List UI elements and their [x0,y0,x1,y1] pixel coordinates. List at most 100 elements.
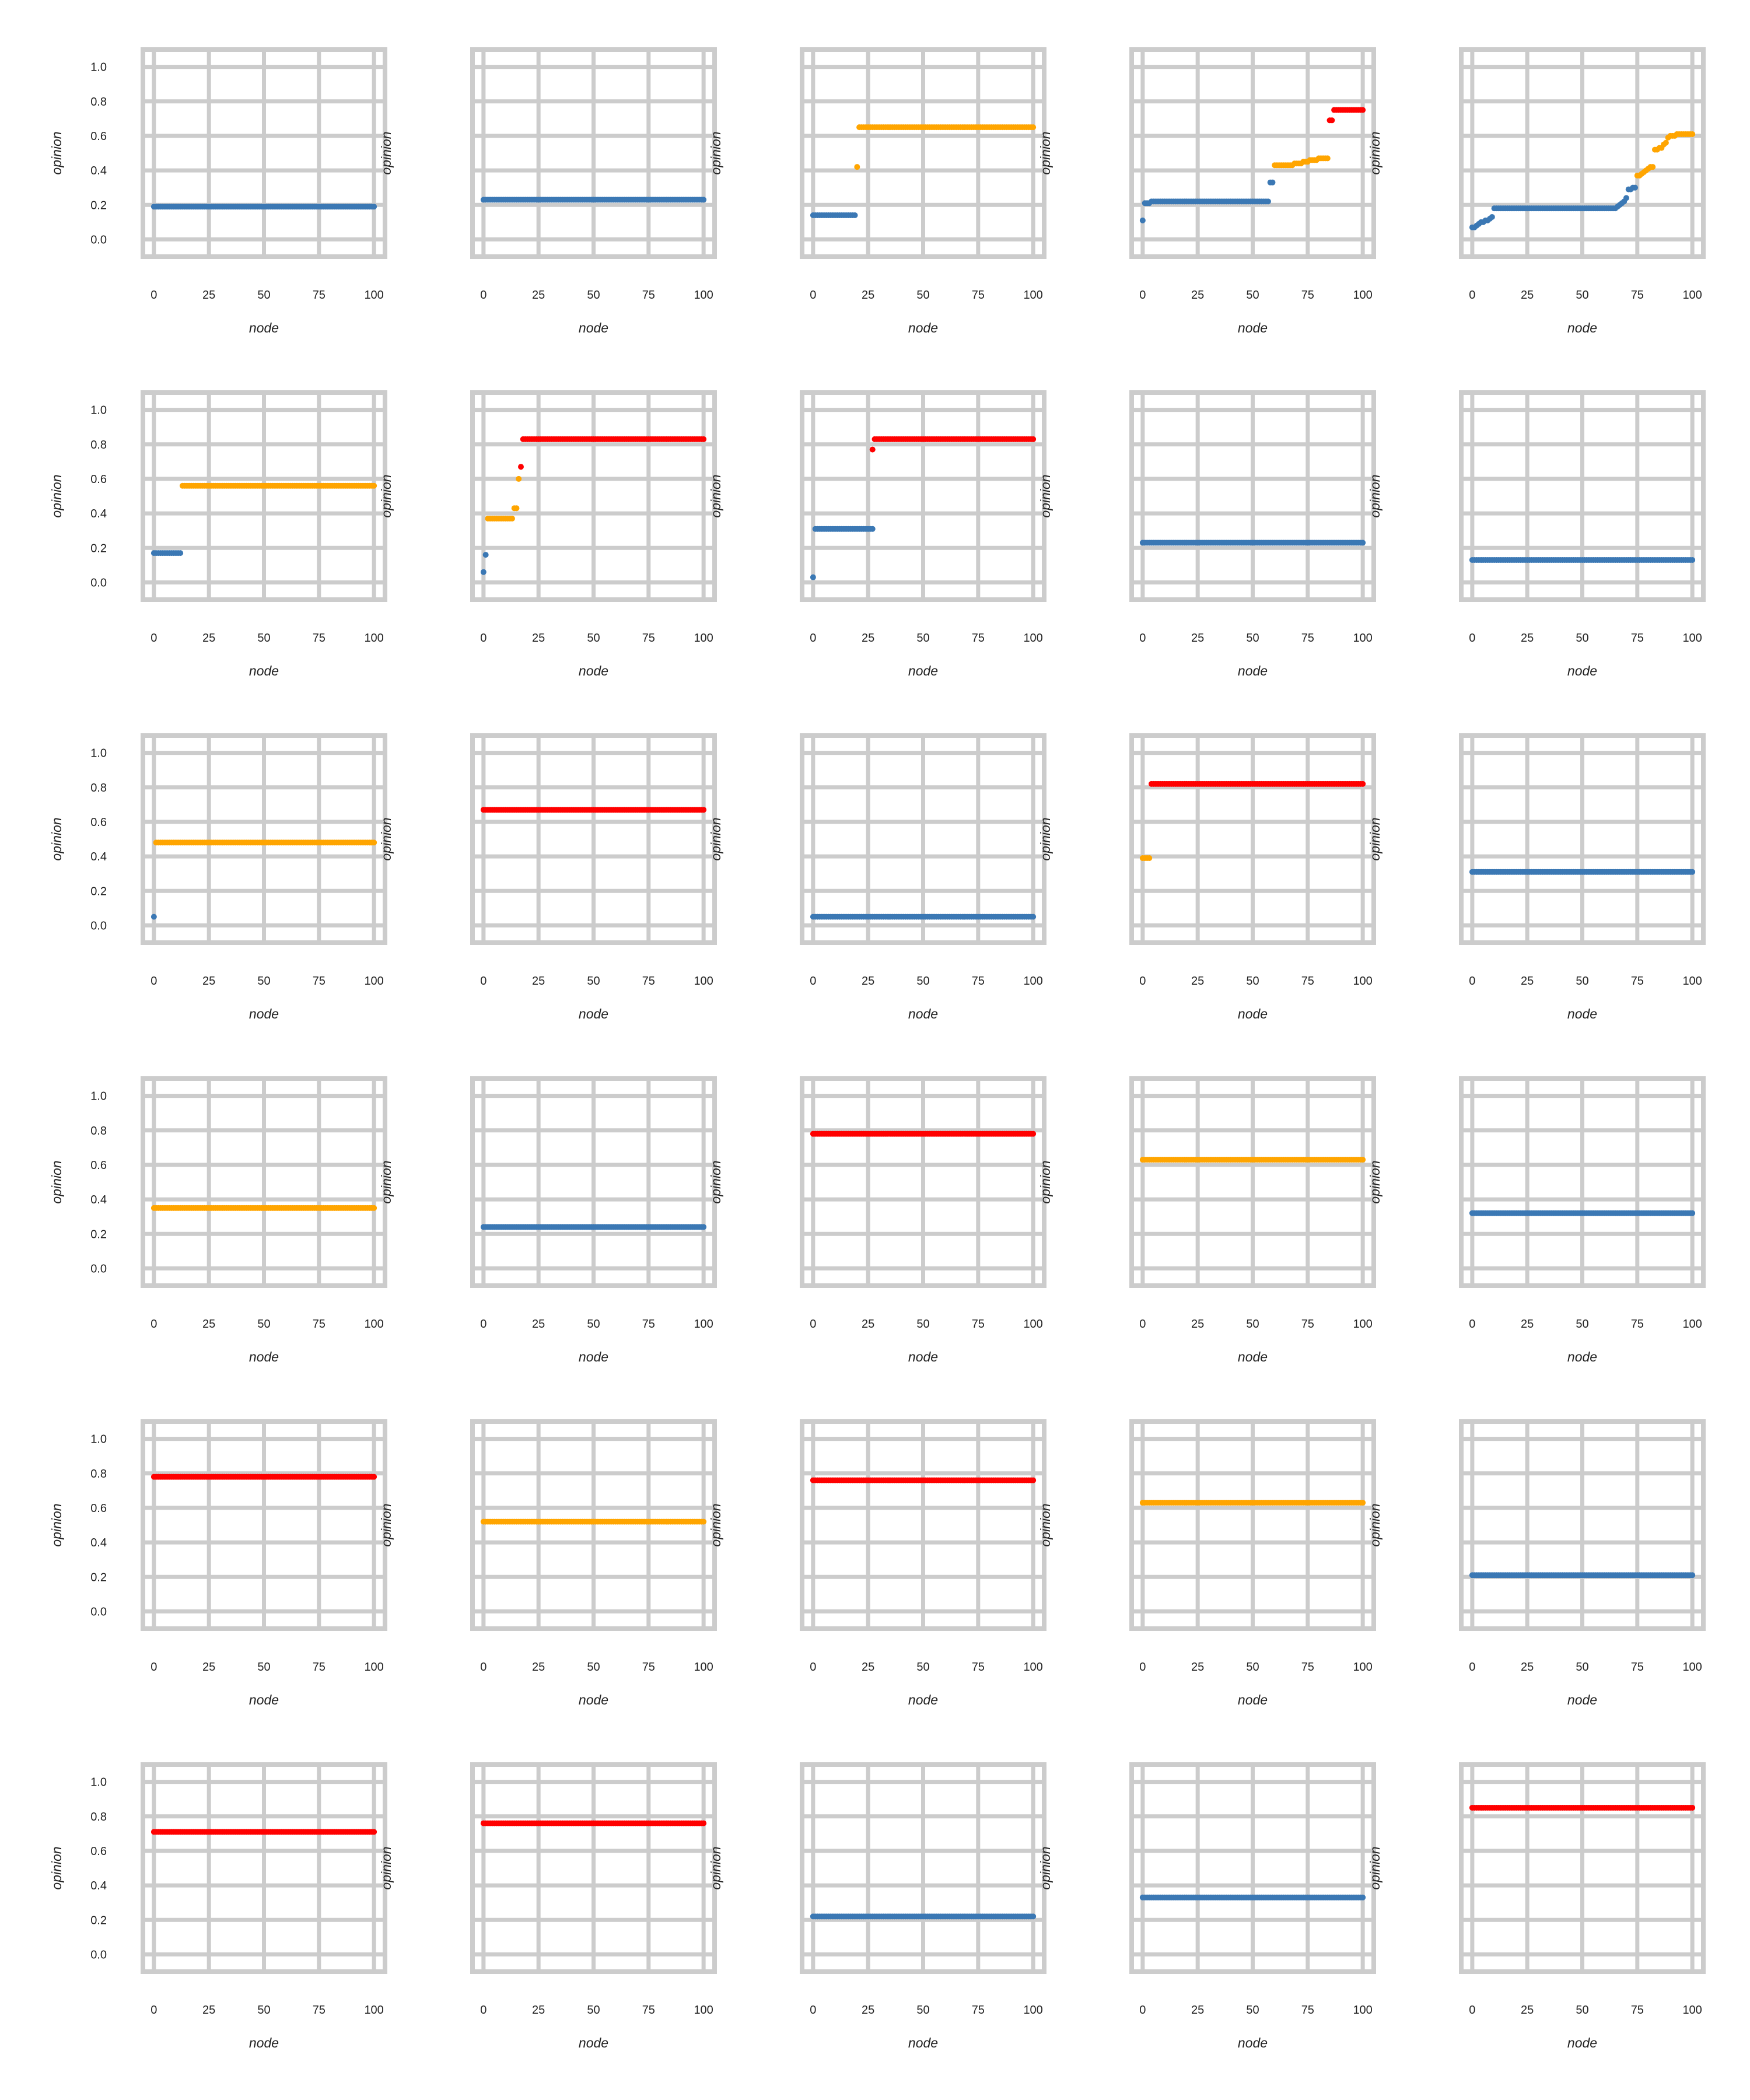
x-tick-label: 0 [810,2004,816,2017]
x-tick-label: 75 [1631,632,1644,645]
y-axis-label: opinion [1038,1846,1053,1889]
y-tick-label: 0.4 [90,850,107,863]
x-tick-label: 0 [480,1661,487,1674]
data-point [701,1224,707,1230]
x-axis-label: node [249,1006,279,1021]
x-tick-label: 50 [1576,289,1588,302]
data-point [1360,1157,1366,1163]
subplot-r5-c2: 0 25 50 75 100 node opinion [379,1419,717,1707]
y-tick-label: 1.0 [90,1090,107,1103]
x-tick-label: 100 [1682,975,1702,988]
y-tick-label: 0.2 [90,1914,107,1927]
data-point [1689,131,1696,137]
x-tick-label: 0 [480,1318,487,1331]
x-tick-label: 25 [862,1318,874,1331]
y-tick-label: 0.0 [90,233,107,246]
x-tick-label: 50 [1576,2004,1588,2017]
x-axis-label: node [908,2035,938,2050]
x-tick-label: 75 [1631,289,1644,302]
x-tick-label: 0 [1469,2004,1475,2017]
x-tick-label: 25 [862,289,874,302]
x-axis-label: node [908,1006,938,1021]
x-axis-label: node [1567,663,1597,678]
y-tick-label: 0.6 [90,816,107,829]
x-tick-label: 100 [1353,289,1372,302]
data-point [1650,164,1656,170]
x-tick-label: 0 [1139,632,1146,645]
data-point [869,526,876,532]
data-point [1360,780,1366,787]
y-axis-label: opinion [49,1503,64,1546]
y-tick-label: 0.8 [90,96,107,108]
x-tick-label: 25 [202,2004,215,2017]
x-tick-label: 50 [1246,1318,1259,1331]
y-tick-label: 0.4 [90,1536,107,1549]
x-tick-label: 25 [532,1318,545,1331]
x-tick-label: 25 [532,2004,545,2017]
x-axis-label: node [579,1692,608,1707]
subplot-r3-c5: 0 25 50 75 100 node opinion [1367,733,1706,1021]
x-tick-label: 100 [1682,632,1702,645]
x-tick-label: 0 [1139,975,1146,988]
data-point [1689,1210,1696,1216]
data-point [810,574,816,580]
y-tick-label: 0.2 [90,542,107,555]
subplot-r5-c1: 0 25 50 75 100 0.0 0.2 0.4 0.6 0.8 1.0 node opinion [49,1419,387,1707]
x-tick-label: 50 [587,289,600,302]
plot-frame [470,47,717,259]
data-point [1329,117,1335,124]
x-tick-label: 0 [810,289,816,302]
data-point [1030,914,1037,920]
y-axis-label: opinion [708,1846,723,1889]
plot-frame [141,390,387,602]
data-point [1689,869,1696,875]
x-tick-label: 25 [1191,975,1204,988]
subplot-r6-c4: 0 25 50 75 100 node opinion [1038,1762,1376,2050]
x-tick-label: 50 [1246,289,1259,302]
x-axis-label: node [1567,1006,1597,1021]
x-axis-label: node [579,1006,608,1021]
y-tick-label: 0.8 [90,1125,107,1138]
y-tick-label: 0.6 [90,1845,107,1858]
x-tick-label: 0 [150,1318,157,1331]
plot-frame [1129,1762,1376,1974]
y-tick-label: 1.0 [90,61,107,74]
y-axis-label: opinion [379,817,394,860]
x-tick-label: 50 [1246,975,1259,988]
y-tick-label: 0.2 [90,1571,107,1584]
x-tick-label: 25 [862,2004,874,2017]
x-tick-label: 25 [532,1661,545,1674]
y-axis-label: opinion [1367,1846,1382,1889]
y-tick-label: 0.4 [90,164,107,177]
x-tick-label: 0 [480,632,487,645]
x-tick-label: 0 [1469,289,1475,302]
x-tick-label: 50 [1246,1661,1259,1674]
x-tick-label: 25 [862,975,874,988]
y-axis-label: opinion [708,1160,723,1203]
x-tick-label: 75 [972,1661,985,1674]
data-point [1146,200,1153,206]
y-tick-label: 0.4 [90,508,107,520]
x-tick-label: 50 [587,1661,600,1674]
data-point [150,914,157,920]
x-tick-label: 25 [862,1661,874,1674]
x-tick-label: 50 [916,1318,929,1331]
x-tick-label: 100 [1023,632,1042,645]
x-tick-label: 50 [257,1318,270,1331]
x-tick-label: 75 [313,632,326,645]
x-tick-label: 0 [1139,1318,1146,1331]
x-tick-label: 75 [642,632,655,645]
x-tick-label: 50 [916,975,929,988]
y-axis-label: opinion [49,1160,64,1203]
x-tick-label: 0 [150,289,157,302]
x-tick-label: 75 [972,1318,985,1331]
y-tick-label: 0.8 [90,439,107,452]
x-tick-label: 100 [1682,2004,1702,2017]
data-point [371,482,377,489]
x-tick-label: 75 [313,1318,326,1331]
x-axis-label: node [579,1349,608,1364]
plot-frame [1129,733,1376,945]
x-tick-label: 25 [202,1318,215,1331]
data-point [371,1829,377,1835]
